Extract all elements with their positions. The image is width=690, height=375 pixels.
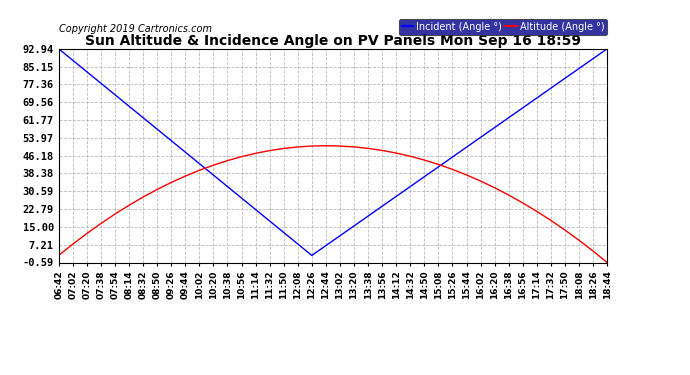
Title: Sun Altitude & Incidence Angle on PV Panels Mon Sep 16 18:59: Sun Altitude & Incidence Angle on PV Pan… (85, 34, 581, 48)
Legend: Incident (Angle °), Altitude (Angle °): Incident (Angle °), Altitude (Angle °) (399, 19, 607, 34)
Text: Copyright 2019 Cartronics.com: Copyright 2019 Cartronics.com (59, 24, 212, 34)
